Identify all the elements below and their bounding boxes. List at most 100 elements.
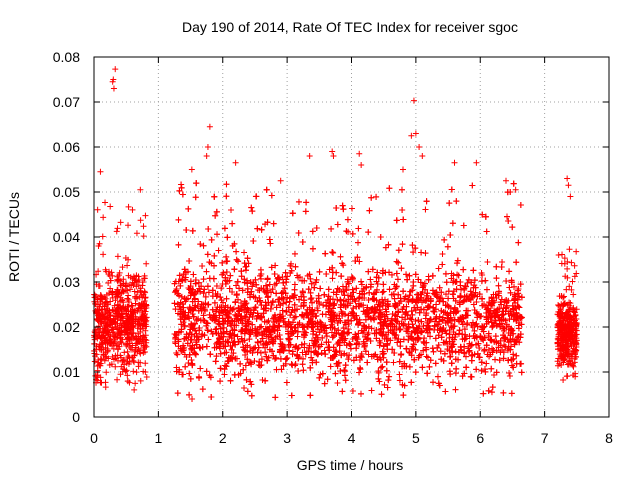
data-point [97, 295, 104, 302]
data-point [109, 294, 116, 301]
data-point [307, 275, 314, 282]
data-point [131, 352, 138, 359]
data-points [91, 66, 580, 402]
data-point [94, 206, 101, 213]
data-point [341, 372, 348, 379]
data-point [268, 192, 275, 199]
data-point [132, 380, 139, 387]
data-point [100, 251, 107, 258]
data-point [192, 194, 199, 201]
data-point [124, 355, 131, 362]
data-point [120, 317, 127, 324]
data-point [141, 346, 148, 353]
data-point [264, 294, 271, 301]
data-point [142, 212, 149, 219]
data-point [515, 325, 522, 332]
data-point [139, 322, 146, 329]
data-point [517, 360, 524, 367]
data-point [137, 288, 144, 295]
data-point [204, 251, 211, 258]
data-point [117, 338, 124, 345]
data-point [439, 261, 446, 268]
data-point [192, 350, 199, 357]
data-point [114, 315, 121, 322]
data-point [478, 367, 485, 374]
data-point [129, 342, 136, 349]
data-point [302, 208, 309, 215]
data-point [117, 332, 124, 339]
data-point [272, 394, 279, 401]
data-point [136, 320, 143, 327]
data-point [203, 268, 210, 275]
data-point [208, 236, 215, 243]
data-point [135, 321, 142, 328]
data-point [117, 219, 124, 226]
data-point [500, 389, 507, 396]
data-point [94, 316, 101, 323]
data-point [118, 329, 125, 336]
data-point [142, 295, 149, 302]
data-point [141, 275, 148, 282]
data-point [107, 340, 114, 347]
data-point [135, 345, 142, 352]
data-point [469, 182, 476, 189]
data-point [93, 343, 100, 350]
data-point [394, 276, 401, 283]
data-point [125, 203, 132, 210]
data-point [412, 369, 419, 376]
data-point [132, 313, 139, 320]
data-point [513, 259, 520, 266]
data-point [375, 375, 382, 382]
data-point [337, 253, 344, 260]
data-point [327, 363, 334, 370]
data-point [309, 228, 316, 235]
data-point [113, 342, 120, 349]
data-point [432, 335, 439, 342]
data-point [289, 362, 296, 369]
data-point [422, 250, 429, 257]
data-point [125, 299, 132, 306]
data-point [345, 356, 352, 363]
data-point [329, 334, 336, 341]
data-point [259, 376, 266, 383]
data-point [125, 222, 132, 229]
data-point [368, 194, 375, 201]
data-point [347, 341, 354, 348]
data-point [112, 319, 119, 326]
data-point [108, 269, 115, 276]
data-point [381, 381, 388, 388]
data-point [248, 204, 255, 211]
data-point [445, 288, 452, 295]
data-point [98, 356, 105, 363]
data-point [433, 301, 440, 308]
data-point [106, 268, 113, 275]
data-point [123, 283, 130, 290]
data-point [182, 363, 189, 370]
data-point [473, 366, 480, 373]
data-point [124, 334, 131, 341]
data-point [97, 325, 104, 332]
data-point [295, 198, 302, 205]
data-point [460, 222, 467, 229]
data-point [517, 202, 524, 209]
data-point [102, 309, 109, 316]
data-point [97, 374, 104, 381]
data-point [109, 353, 116, 360]
data-point [141, 305, 148, 312]
data-point [137, 326, 144, 333]
data-point [97, 292, 104, 299]
data-point [107, 285, 114, 292]
data-point [228, 206, 235, 213]
data-point [136, 335, 143, 342]
data-point [115, 276, 122, 283]
data-point [247, 344, 254, 351]
data-point [380, 288, 387, 295]
data-point [435, 265, 442, 272]
data-point [223, 253, 230, 260]
data-point [121, 349, 128, 356]
data-point [377, 233, 384, 240]
data-point [434, 373, 441, 380]
data-point [130, 329, 137, 336]
data-point [109, 291, 116, 298]
data-point [91, 328, 98, 335]
